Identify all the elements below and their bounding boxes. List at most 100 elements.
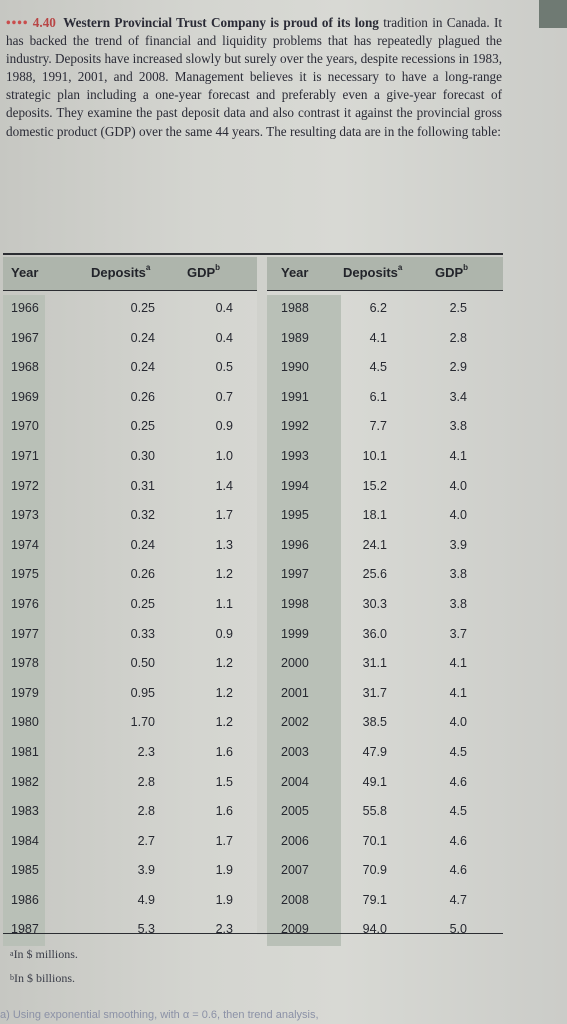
- right-gdp-cell: 4.5: [449, 744, 467, 759]
- right-year-cell: 1992: [281, 419, 309, 434]
- right-deposits-cell: 47.9: [362, 744, 387, 759]
- right-gdp-cell: 4.1: [449, 448, 467, 463]
- left-gdp-cell: 1.2: [215, 715, 233, 730]
- left-table-row: 1974 0.24 1.3: [3, 532, 257, 562]
- right-deposits-cell: 6.2: [369, 301, 387, 315]
- left-table-row: 1980 1.70 1.2: [3, 709, 257, 739]
- left-table-row: 1977 0.33 0.9: [3, 621, 257, 651]
- footnote-a: aIn $ millions.: [10, 942, 490, 966]
- right-year-cell: 1988: [281, 301, 309, 315]
- right-deposits-cell: 4.5: [369, 360, 387, 375]
- left-deposits-cell: 0.32: [130, 508, 155, 523]
- right-deposits-cell: 94.0: [362, 922, 387, 937]
- left-deposits-footnote-mark: a: [145, 263, 151, 272]
- right-deposits-cell: 70.9: [362, 863, 387, 878]
- left-deposits-cell: 0.30: [130, 448, 155, 463]
- right-deposits-cell: 15.2: [362, 478, 387, 493]
- left-gdp-cell: 1.3: [215, 537, 233, 552]
- right-gdp-cell: 3.9: [449, 537, 467, 552]
- right-table-row: 1993 10.1 4.1: [267, 443, 503, 473]
- left-year-cell: 1982: [11, 774, 39, 789]
- right-year-cell: 1989: [281, 330, 309, 345]
- left-deposits-cell: 0.25: [130, 301, 155, 315]
- right-year-cell: 1994: [281, 478, 309, 493]
- left-table-body: 1966 0.25 0.4 1967 0.24 0.4 1968 0.24 0.5 1969 0.2…: [3, 295, 257, 947]
- right-gdp-cell: 4.1: [449, 656, 467, 671]
- next-question-cutoff-text: a) Using exponential smoothing, with α =…: [0, 1009, 319, 1021]
- left-year-header: Year: [11, 265, 39, 280]
- left-gdp-cell: 1.6: [215, 744, 233, 759]
- left-year-cell: 1970: [11, 419, 39, 434]
- left-gdp-header: GDPb: [187, 263, 221, 280]
- left-table-row: 1984 2.7 1.7: [3, 828, 257, 858]
- left-deposits-cell: 0.26: [130, 389, 155, 404]
- footnote-a-text: In $ millions.: [13, 947, 78, 961]
- left-table-row: 1973 0.32 1.7: [3, 502, 257, 532]
- right-year-cell: 1997: [281, 567, 309, 582]
- left-year-cell: 1980: [11, 715, 39, 730]
- deposits-gdp-table: Year Depositsa GDPb Year Depositsa GDPb …: [3, 253, 503, 947]
- right-year-cell: 2005: [281, 804, 309, 819]
- left-gdp-cell: 0.5: [215, 360, 233, 375]
- left-deposits-cell: 5.3: [137, 922, 155, 937]
- left-year-cell: 1983: [11, 804, 39, 819]
- left-table-row: 1979 0.95 1.2: [3, 680, 257, 710]
- left-table-row: 1971 0.30 1.0: [3, 443, 257, 473]
- left-gdp-cell: 1.6: [215, 804, 233, 819]
- right-gdp-header: GDPb: [435, 263, 469, 280]
- left-year-cell: 1981: [11, 744, 39, 759]
- right-gdp-cell: 4.0: [449, 508, 467, 523]
- right-year-cell: 1995: [281, 508, 309, 523]
- right-deposits-cell: 79.1: [362, 892, 387, 907]
- left-gdp-cell: 2.3: [215, 922, 233, 937]
- left-gdp-cell: 1.2: [215, 656, 233, 671]
- left-deposits-cell: 3.9: [137, 863, 155, 878]
- right-gdp-cell: 4.6: [449, 863, 467, 878]
- page-corner-mark: [539, 0, 567, 28]
- right-deposits-cell: 10.1: [362, 448, 387, 463]
- left-gdp-cell: 1.9: [215, 892, 233, 907]
- left-deposits-cell: 2.8: [137, 774, 155, 789]
- left-year-cell: 1966: [11, 301, 39, 315]
- left-year-cell: 1985: [11, 863, 39, 878]
- table-header-row: Year Depositsa GDPb Year Depositsa GDPb: [3, 257, 503, 290]
- left-gdp-cell: 1.5: [215, 774, 233, 789]
- right-deposits-cell: 7.7: [369, 419, 387, 434]
- right-year-cell: 1999: [281, 626, 309, 641]
- left-year-cell: 1976: [11, 596, 39, 611]
- right-year-cell: 1990: [281, 360, 309, 375]
- right-gdp-cell: 2.8: [449, 330, 467, 345]
- left-table-row: 1981 2.3 1.6: [3, 739, 257, 769]
- problem-number: 4.40: [32, 15, 56, 30]
- left-year-cell: 1987: [11, 922, 39, 937]
- right-table-row: 1989 4.1 2.8: [267, 325, 503, 355]
- right-table-row: 2008 79.1 4.7: [267, 887, 503, 917]
- right-table-row: 2009 94.0 5.0: [267, 916, 503, 946]
- right-gdp-cell: 4.6: [449, 833, 467, 848]
- right-gdp-header-label: GDP: [435, 265, 464, 280]
- left-gdp-footnote-mark: b: [215, 263, 221, 272]
- right-year-cell: 1998: [281, 596, 309, 611]
- right-deposits-cell: 24.1: [362, 537, 387, 552]
- left-year-cell: 1974: [11, 537, 39, 552]
- left-year-cell: 1979: [11, 685, 39, 700]
- right-table-row: 2002 38.5 4.0: [267, 709, 503, 739]
- right-deposits-header: Depositsa: [343, 263, 403, 280]
- right-deposits-footnote-mark: a: [397, 263, 403, 272]
- left-year-cell: 1973: [11, 508, 39, 523]
- left-year-cell: 1972: [11, 478, 39, 493]
- right-deposits-cell: 31.1: [362, 656, 387, 671]
- right-gdp-cell: 4.0: [449, 478, 467, 493]
- right-table-row: 2004 49.1 4.6: [267, 769, 503, 799]
- right-gdp-cell: 3.7: [449, 626, 467, 641]
- left-gdp-cell: 0.7: [215, 389, 233, 404]
- right-gdp-footnote-mark: b: [463, 263, 469, 272]
- table-top-rule: [3, 253, 503, 255]
- right-deposits-cell: 30.3: [362, 596, 387, 611]
- right-deposits-cell: 55.8: [362, 804, 387, 819]
- right-gdp-cell: 3.8: [449, 419, 467, 434]
- left-gdp-cell: 1.9: [215, 863, 233, 878]
- table-bottom-rule: [3, 933, 503, 934]
- right-year-cell: 2000: [281, 656, 309, 671]
- right-year-cell: 2008: [281, 892, 309, 907]
